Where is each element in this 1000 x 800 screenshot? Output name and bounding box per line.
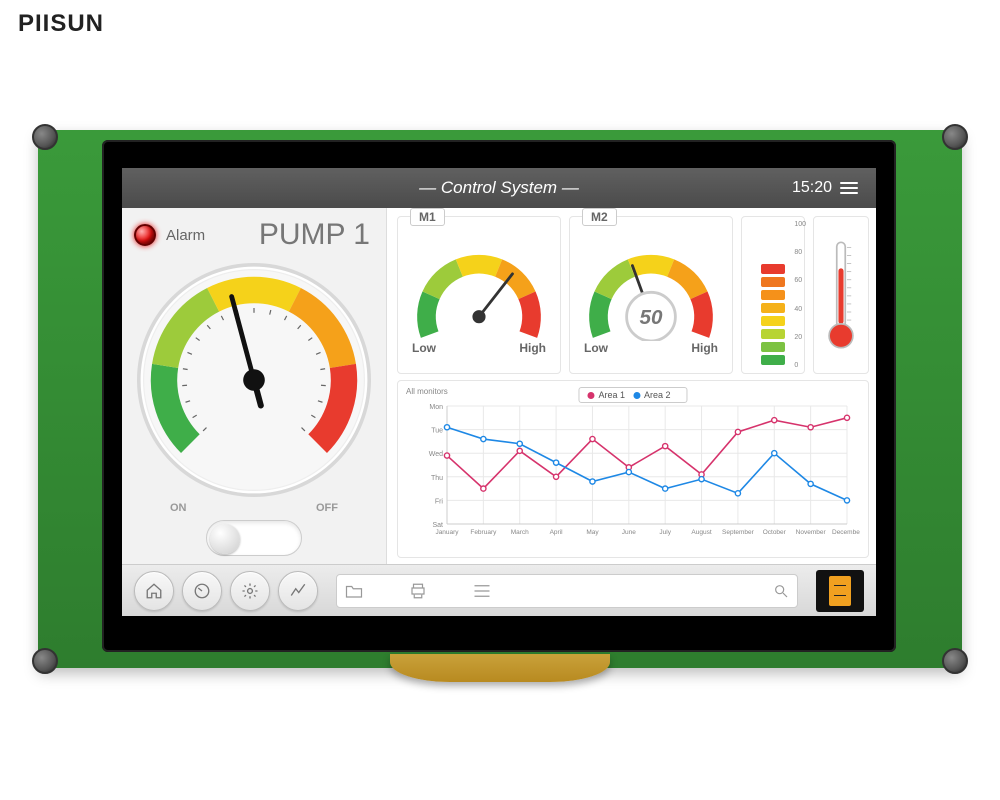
screen: — Control System — 15:20 Alarm PUMP 1 <box>122 168 876 616</box>
m1-low-label: Low <box>412 341 436 355</box>
chart-button[interactable] <box>278 571 318 611</box>
svg-text:December: December <box>832 529 860 536</box>
power-button[interactable] <box>816 570 864 612</box>
svg-text:Sat: Sat <box>432 522 443 529</box>
svg-text:Fri: Fri <box>435 498 444 505</box>
gauge-m2: M2 50 Low High <box>569 216 733 374</box>
search-bar[interactable] <box>336 574 798 608</box>
search-icon <box>773 583 789 599</box>
right-panel: M1 Low High M2 50 Low <box>387 208 876 564</box>
mount-hole <box>32 124 58 150</box>
pump-panel: Alarm PUMP 1 ON OFF <box>122 208 387 564</box>
chart-panel: All monitors Area 1Area 2 MonTueWedThuFr… <box>397 380 869 558</box>
mount-hole <box>942 124 968 150</box>
gauge-m2-tag: M2 <box>582 208 617 226</box>
home-icon <box>145 582 163 600</box>
mount-hole <box>942 648 968 674</box>
thermometer <box>813 216 869 374</box>
toggle-off-label: OFF <box>316 502 338 514</box>
pcb-board: — Control System — 15:20 Alarm PUMP 1 <box>38 130 962 668</box>
bottom-bar <box>122 564 876 616</box>
clock: 15:20 <box>792 179 858 197</box>
display-bezel: — Control System — 15:20 Alarm PUMP 1 <box>102 140 896 652</box>
pump-toggle[interactable] <box>206 520 302 556</box>
svg-text:September: September <box>722 529 755 536</box>
home-button[interactable] <box>134 571 174 611</box>
svg-text:April: April <box>550 529 564 536</box>
svg-text:Mon: Mon <box>429 404 443 411</box>
alarm-label: Alarm <box>166 227 205 244</box>
pump-title: PUMP 1 <box>259 218 374 252</box>
clock-time: 15:20 <box>792 179 832 197</box>
toggle-on-label: ON <box>170 502 187 514</box>
gear-icon <box>241 582 259 600</box>
power-icon <box>829 576 851 606</box>
ribbon-cable <box>390 654 610 682</box>
gauge-m1: M1 Low High <box>397 216 561 374</box>
menu-icon[interactable] <box>840 182 858 194</box>
bar-meter: 100806040200 <box>741 216 805 374</box>
svg-text:50: 50 <box>640 306 663 329</box>
svg-text:October: October <box>763 529 787 536</box>
svg-text:July: July <box>659 529 671 536</box>
m1-high-label: High <box>519 341 546 355</box>
m2-high-label: High <box>691 341 718 355</box>
svg-text:January: January <box>435 529 459 536</box>
align-icon <box>473 584 491 598</box>
svg-text:August: August <box>691 529 711 536</box>
brand-label: PIISUN <box>18 10 104 38</box>
print-icon <box>409 582 427 600</box>
gauge-m1-tag: M1 <box>410 208 445 226</box>
pump-gauge <box>134 260 374 500</box>
alarm-led <box>134 224 156 246</box>
svg-text:Tue: Tue <box>431 428 443 435</box>
settings-button[interactable] <box>230 571 270 611</box>
folder-icon <box>345 583 363 599</box>
svg-text:March: March <box>511 529 529 536</box>
svg-text:November: November <box>796 529 827 536</box>
chart-legend: Area 1Area 2 <box>578 387 687 403</box>
titlebar-title: — Control System — <box>419 178 579 198</box>
titlebar: — Control System — 15:20 <box>122 168 876 208</box>
gauge-icon <box>193 582 211 600</box>
svg-text:Thu: Thu <box>431 475 443 482</box>
svg-text:Wed: Wed <box>429 451 443 458</box>
svg-text:June: June <box>622 529 636 536</box>
svg-text:May: May <box>586 529 599 536</box>
gauge-button[interactable] <box>182 571 222 611</box>
chart-icon <box>289 582 307 600</box>
svg-text:February: February <box>470 529 497 536</box>
m2-low-label: Low <box>584 341 608 355</box>
mount-hole <box>32 648 58 674</box>
